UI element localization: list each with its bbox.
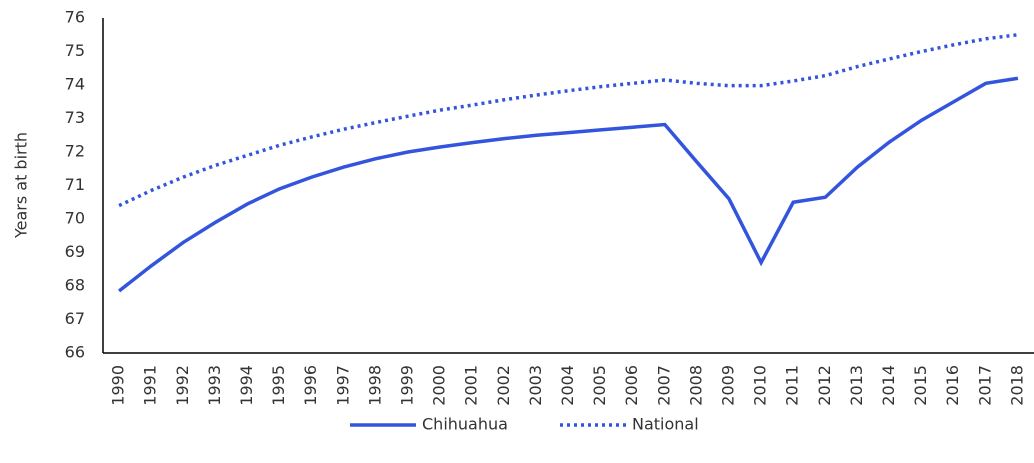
y-tick-label: 73 — [65, 108, 85, 127]
y-tick-label: 72 — [65, 142, 85, 161]
x-tick-label: 2003 — [526, 365, 545, 406]
y-tick-label: 71 — [65, 175, 85, 194]
y-tick-label: 69 — [65, 242, 85, 261]
y-tick-label: 76 — [65, 8, 85, 27]
x-tick-label: 2005 — [590, 365, 609, 406]
series-line — [117, 76, 1019, 293]
x-tick-label: 1991 — [141, 365, 160, 406]
legend-label: Chihuahua — [422, 415, 508, 434]
y-tick-label: 74 — [65, 75, 85, 94]
x-tick-label: 2006 — [622, 365, 641, 406]
x-tick-label: 2008 — [686, 365, 705, 406]
x-tick-label: 2002 — [494, 365, 513, 406]
legend-label: National — [632, 415, 699, 434]
x-tick-label: 1998 — [365, 365, 384, 406]
x-tick-label: 2000 — [430, 365, 449, 406]
x-tick-label: 2011 — [783, 365, 802, 406]
x-tick-label: 1993 — [205, 365, 224, 406]
y-tick-label: 75 — [65, 41, 85, 60]
x-tick-label: 1995 — [269, 365, 288, 406]
y-tick-label: 68 — [65, 276, 85, 295]
x-tick-label: 2007 — [654, 365, 673, 406]
x-tick-label: 1992 — [173, 365, 192, 406]
x-tick-label: 2010 — [751, 365, 770, 406]
x-tick-label: 2015 — [911, 365, 930, 406]
x-tick-label: 2012 — [815, 365, 834, 406]
x-tick-label: 1997 — [333, 365, 352, 406]
y-tick-label: 70 — [65, 209, 85, 228]
y-tick-label: 67 — [65, 309, 85, 328]
x-tick-label: 2004 — [558, 365, 577, 406]
y-tick-label: 66 — [65, 343, 85, 362]
x-tick-label: 2009 — [719, 365, 738, 406]
x-tick-label: 1994 — [237, 365, 256, 406]
x-tick-label: 2017 — [975, 365, 994, 406]
x-tick-label: 2001 — [462, 365, 481, 406]
series-line — [118, 33, 1019, 208]
y-axis-label: Years at birth — [12, 132, 31, 239]
x-tick-label: 2013 — [847, 365, 866, 406]
x-tick-label: 2018 — [1007, 365, 1026, 406]
x-tick-label: 1996 — [301, 365, 320, 406]
x-tick-label: 2016 — [943, 365, 962, 406]
x-tick-label: 2014 — [879, 365, 898, 406]
x-tick-label: 1999 — [397, 365, 416, 406]
x-tick-label: 1990 — [109, 365, 128, 406]
